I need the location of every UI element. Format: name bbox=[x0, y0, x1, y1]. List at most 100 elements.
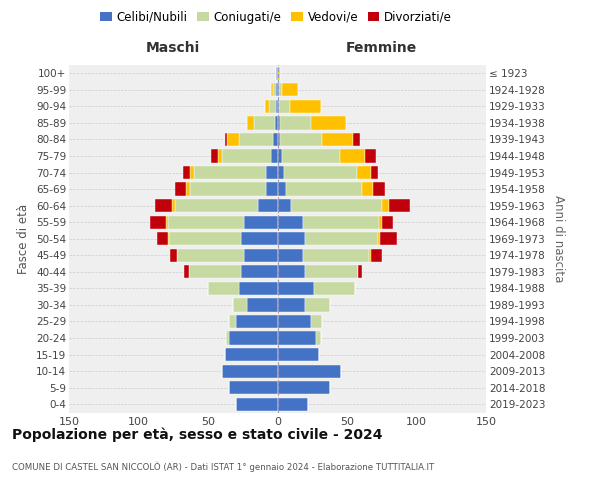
Bar bbox=[239, 282, 277, 295]
Bar bbox=[277, 100, 279, 113]
Bar bbox=[277, 248, 302, 262]
Bar bbox=[380, 232, 397, 245]
Bar bbox=[269, 100, 276, 113]
Bar bbox=[157, 232, 167, 245]
Bar bbox=[271, 150, 277, 162]
Bar bbox=[371, 248, 382, 262]
Bar bbox=[277, 216, 302, 229]
Bar bbox=[358, 265, 362, 278]
Bar bbox=[276, 83, 277, 96]
Bar bbox=[284, 166, 357, 179]
Bar bbox=[371, 166, 377, 179]
Bar bbox=[277, 332, 316, 344]
Bar bbox=[340, 150, 365, 162]
Bar bbox=[241, 265, 277, 278]
Bar bbox=[167, 216, 244, 229]
Bar bbox=[211, 150, 218, 162]
Bar bbox=[229, 332, 277, 344]
Bar bbox=[274, 133, 277, 146]
Bar bbox=[184, 265, 188, 278]
Bar bbox=[290, 100, 320, 113]
Bar bbox=[188, 265, 241, 278]
Bar bbox=[236, 315, 277, 328]
Bar bbox=[314, 282, 355, 295]
Bar bbox=[277, 282, 314, 295]
Bar bbox=[353, 133, 359, 146]
Bar bbox=[229, 381, 277, 394]
Bar bbox=[277, 398, 308, 411]
Bar bbox=[305, 298, 331, 312]
Y-axis label: Fasce di età: Fasce di età bbox=[17, 204, 31, 274]
Bar bbox=[190, 166, 194, 179]
Bar bbox=[357, 166, 371, 179]
Bar bbox=[286, 182, 362, 196]
Bar bbox=[280, 116, 311, 130]
Bar bbox=[281, 150, 340, 162]
Bar bbox=[208, 282, 239, 295]
Bar bbox=[373, 182, 385, 196]
Bar bbox=[277, 66, 280, 80]
Bar bbox=[170, 248, 178, 262]
Bar bbox=[175, 182, 186, 196]
Bar bbox=[277, 348, 319, 361]
Bar bbox=[155, 199, 172, 212]
Bar bbox=[166, 216, 167, 229]
Bar bbox=[277, 199, 292, 212]
Bar bbox=[277, 381, 331, 394]
Bar bbox=[244, 248, 277, 262]
Bar bbox=[365, 150, 376, 162]
Bar bbox=[277, 232, 305, 245]
Bar bbox=[175, 199, 258, 212]
Text: Maschi: Maschi bbox=[146, 41, 200, 55]
Bar bbox=[322, 133, 353, 146]
Bar bbox=[172, 199, 175, 212]
Bar bbox=[233, 298, 247, 312]
Bar bbox=[236, 398, 277, 411]
Bar bbox=[274, 83, 276, 96]
Bar bbox=[244, 216, 277, 229]
Bar bbox=[247, 116, 254, 130]
Bar bbox=[292, 199, 382, 212]
Bar bbox=[194, 166, 266, 179]
Bar bbox=[254, 116, 275, 130]
Bar bbox=[276, 100, 277, 113]
Text: Popolazione per età, sesso e stato civile - 2024: Popolazione per età, sesso e stato civil… bbox=[12, 428, 383, 442]
Bar bbox=[277, 166, 284, 179]
Bar bbox=[169, 232, 241, 245]
Bar bbox=[377, 232, 380, 245]
Bar bbox=[218, 150, 222, 162]
Legend: Celibi/Nubili, Coniugati/e, Vedovi/e, Divorziati/e: Celibi/Nubili, Coniugati/e, Vedovi/e, Di… bbox=[95, 6, 457, 28]
Bar bbox=[149, 216, 166, 229]
Y-axis label: Anni di nascita: Anni di nascita bbox=[552, 195, 565, 282]
Bar bbox=[186, 182, 190, 196]
Bar bbox=[227, 133, 239, 146]
Bar bbox=[305, 265, 358, 278]
Bar bbox=[276, 66, 277, 80]
Bar bbox=[277, 133, 280, 146]
Bar bbox=[239, 133, 274, 146]
Bar bbox=[266, 166, 277, 179]
Bar bbox=[362, 182, 373, 196]
Bar bbox=[316, 332, 320, 344]
Bar bbox=[277, 364, 341, 378]
Bar bbox=[190, 182, 266, 196]
Bar bbox=[369, 248, 371, 262]
Bar bbox=[271, 83, 274, 96]
Bar bbox=[222, 150, 271, 162]
Bar bbox=[178, 248, 244, 262]
Bar bbox=[183, 166, 190, 179]
Bar bbox=[277, 83, 279, 96]
Bar bbox=[222, 364, 277, 378]
Bar bbox=[389, 199, 410, 212]
Bar bbox=[305, 232, 377, 245]
Bar bbox=[302, 248, 369, 262]
Bar bbox=[277, 315, 311, 328]
Bar bbox=[247, 298, 277, 312]
Bar bbox=[382, 216, 393, 229]
Bar bbox=[311, 116, 346, 130]
Bar bbox=[277, 182, 286, 196]
Bar bbox=[379, 216, 382, 229]
Bar bbox=[382, 199, 389, 212]
Bar bbox=[275, 116, 277, 130]
Bar bbox=[279, 100, 290, 113]
